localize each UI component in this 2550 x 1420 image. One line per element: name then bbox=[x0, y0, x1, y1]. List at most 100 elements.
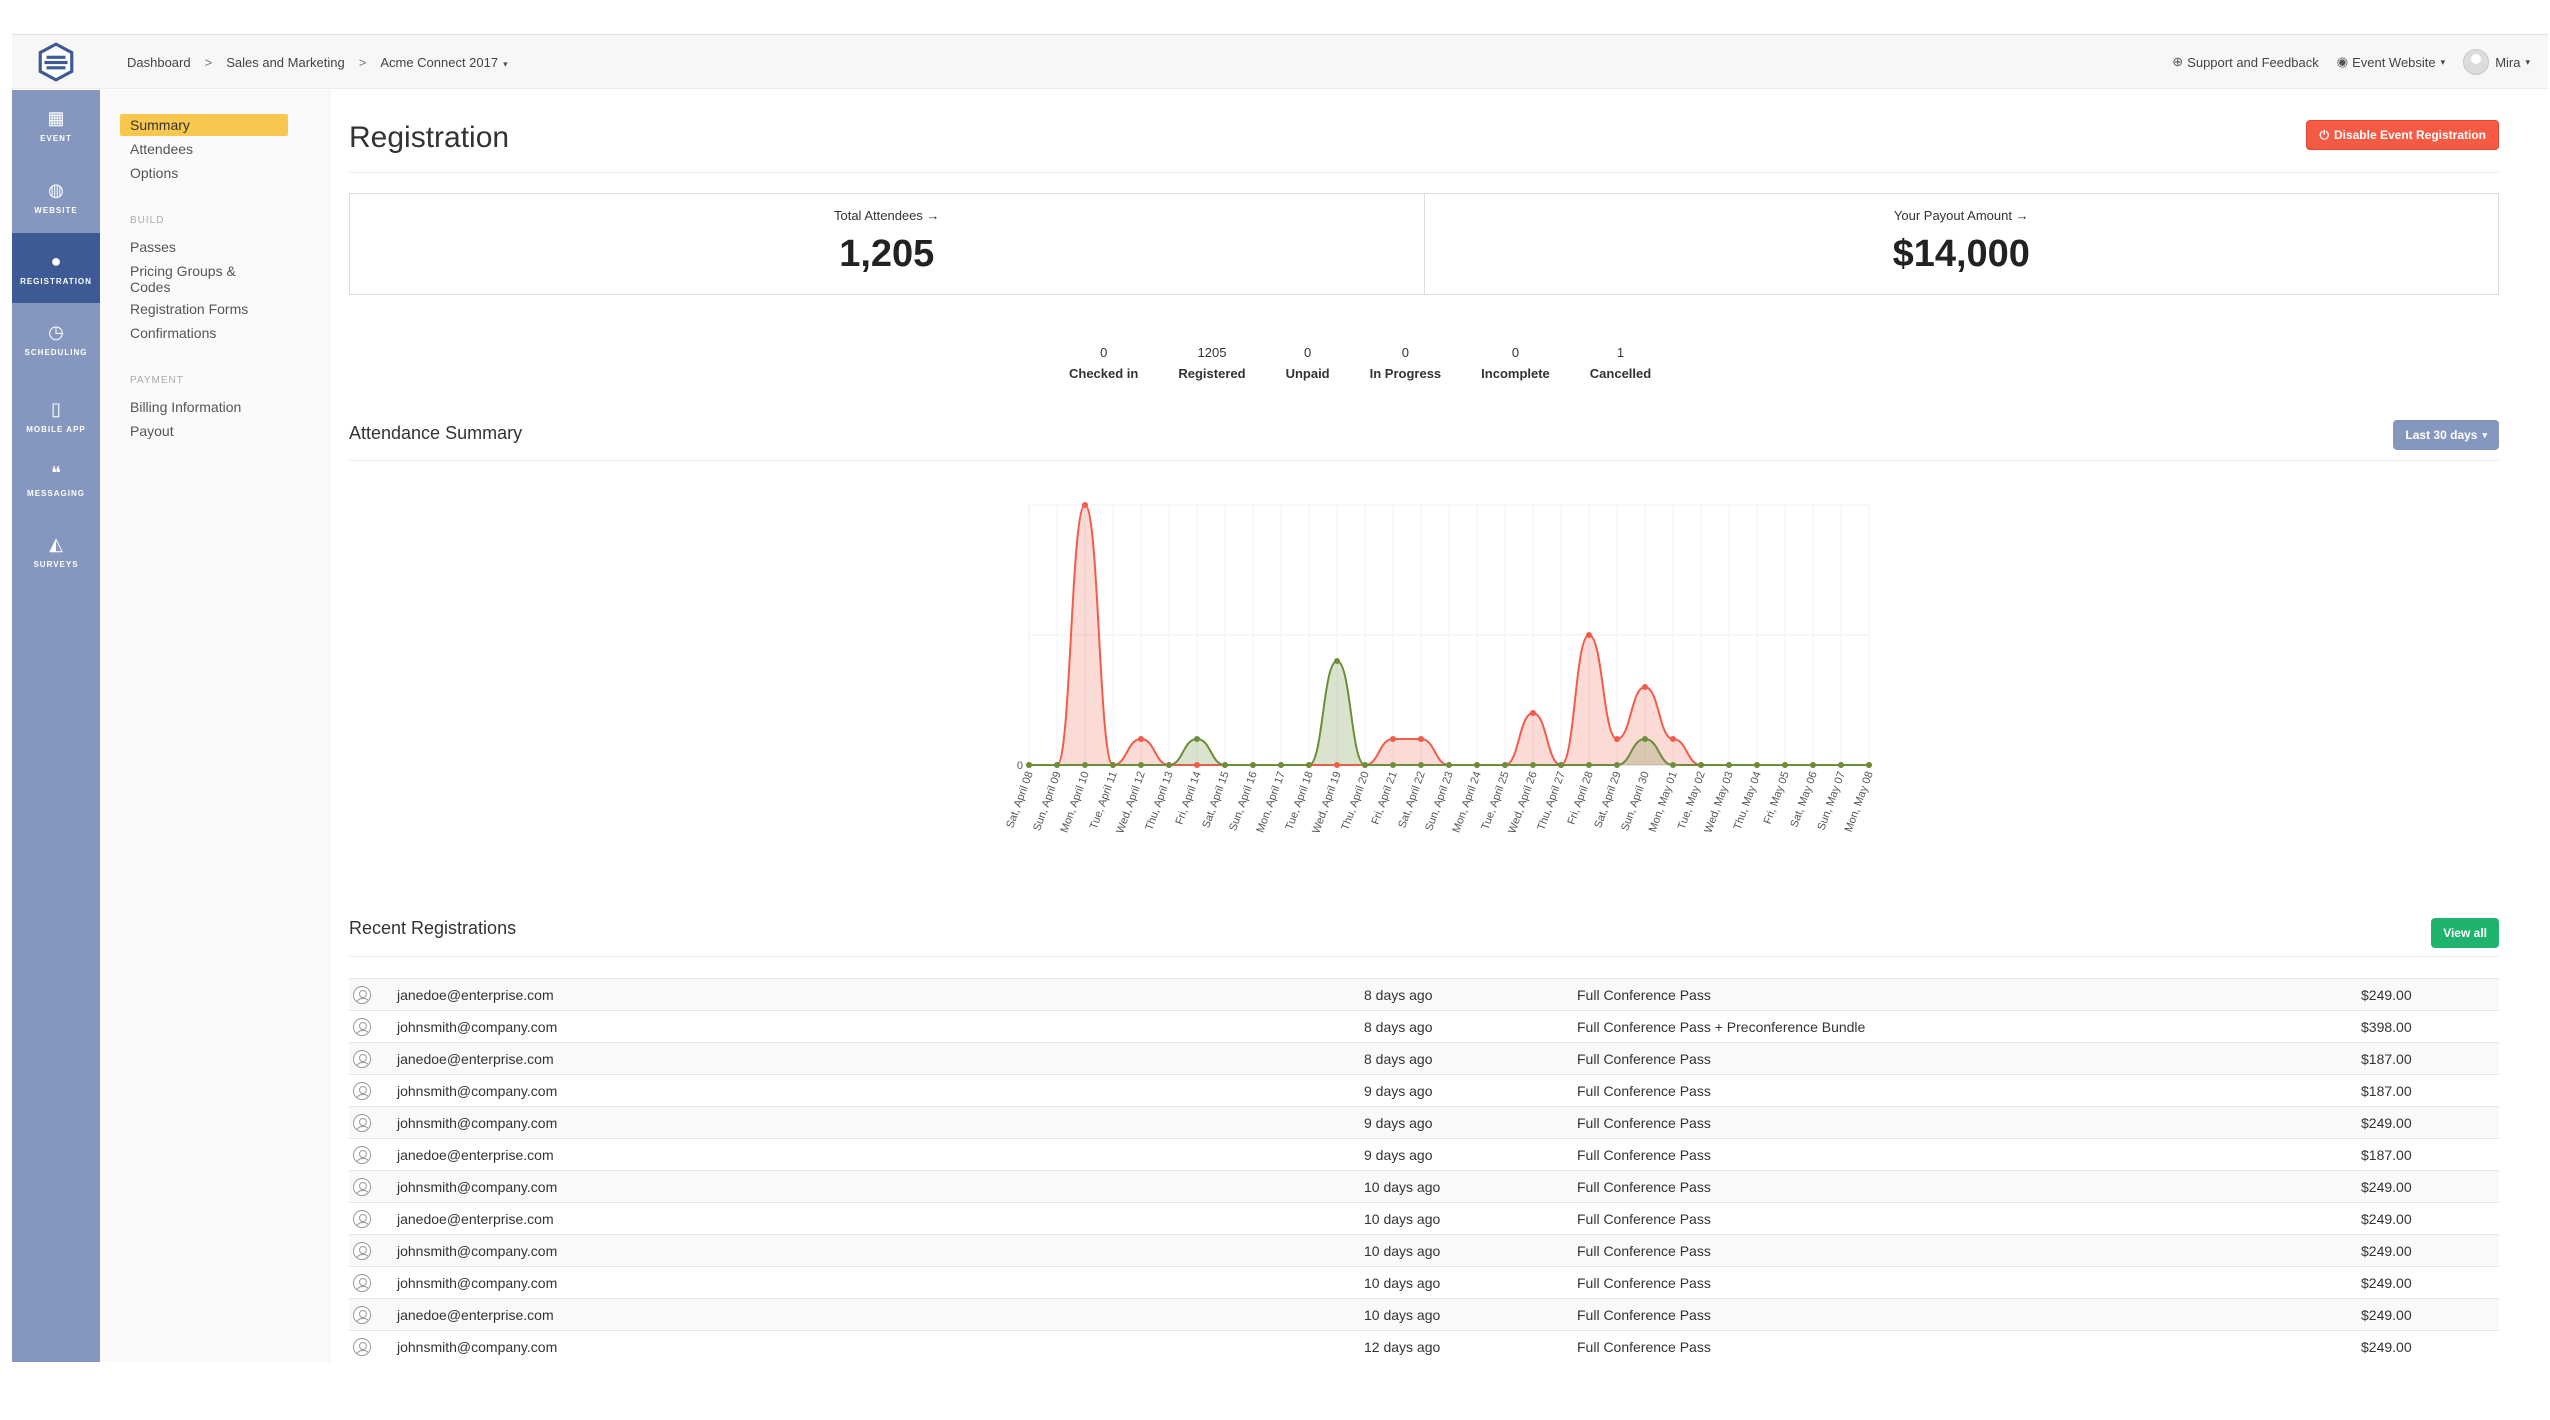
divider bbox=[349, 956, 2499, 957]
amount: $249.00 bbox=[2361, 1243, 2412, 1259]
event-website-dropdown[interactable]: ◉ Event Website ▾ bbox=[2337, 54, 2445, 70]
amount: $249.00 bbox=[2361, 1307, 2412, 1323]
x-tick-label: Fri, April 21 bbox=[1370, 770, 1400, 826]
caret-down-icon: ▾ bbox=[503, 58, 508, 69]
support-feedback-link[interactable]: ⊕ Support and Feedback bbox=[2172, 54, 2318, 70]
rail-item-messaging[interactable]: ❝ MESSAGING bbox=[12, 445, 100, 515]
caret-down-icon: ▾ bbox=[2525, 56, 2530, 67]
breadcrumb-event-dropdown[interactable]: Acme Connect 2017 ▾ bbox=[380, 55, 507, 70]
table-row[interactable]: janedoe@enterprise.com 8 days ago Full Con… bbox=[349, 1042, 2499, 1074]
date-range-dropdown[interactable]: Last 30 days ▾ bbox=[2393, 420, 2499, 450]
total-attendees-stat[interactable]: Total Attendees → 1,205 bbox=[350, 194, 1424, 294]
x-tick-label: Wed, May 03 bbox=[1702, 770, 1735, 835]
data-point bbox=[1530, 762, 1536, 768]
x-tick-label: Wed, April 19 bbox=[1310, 770, 1344, 835]
count-value: 0 bbox=[1303, 345, 1312, 360]
divider bbox=[349, 172, 2499, 173]
main-nav-rail: ▦ EVENT ◍ WEBSITE ● REGISTRATION ◷ SCHED… bbox=[12, 90, 100, 1362]
subnav-attendees[interactable]: Attendees bbox=[130, 141, 194, 157]
pass-name: Full Conference Pass bbox=[1577, 1051, 1711, 1067]
registrant-email[interactable]: janedoe@enterprise.com bbox=[397, 987, 554, 1003]
table-row[interactable]: janedoe@enterprise.com 10 days ago Full Co… bbox=[349, 1298, 2499, 1330]
user-avatar-icon bbox=[353, 1210, 371, 1228]
amount: $187.00 bbox=[2361, 1083, 2412, 1099]
view-all-button[interactable]: View all bbox=[2431, 918, 2499, 948]
user-avatar-icon bbox=[353, 1050, 371, 1068]
subnav-registration-forms[interactable]: Registration Forms bbox=[130, 301, 249, 317]
table-row[interactable]: janedoe@enterprise.com 8 days ago Full Con… bbox=[349, 978, 2499, 1010]
registrant-email[interactable]: johnsmith@company.com bbox=[397, 1243, 558, 1259]
area-chart-icon: ◭ bbox=[49, 533, 63, 554]
registrant-email[interactable]: janedoe@enterprise.com bbox=[397, 1051, 554, 1067]
rail-item-event[interactable]: ▦ EVENT bbox=[12, 90, 100, 160]
breadcrumb-dashboard[interactable]: Dashboard bbox=[127, 54, 191, 70]
payout-amount-stat[interactable]: Your Payout Amount → $14,000 bbox=[1423, 194, 2499, 294]
rail-item-label: WEBSITE bbox=[34, 205, 78, 215]
data-point bbox=[1614, 736, 1620, 742]
pass-name: Full Conference Pass bbox=[1577, 1243, 1711, 1259]
registrant-email[interactable]: janedoe@enterprise.com bbox=[397, 1211, 554, 1227]
registrant-email[interactable]: johnsmith@company.com bbox=[397, 1179, 558, 1195]
table-row[interactable]: johnsmith@company.com 10 days ago Full Con… bbox=[349, 1266, 2499, 1298]
x-tick-label: Tue, April 11 bbox=[1088, 770, 1120, 831]
beehive-logo-icon bbox=[38, 42, 74, 82]
payout-amount-value: $14,000 bbox=[1892, 233, 2030, 275]
x-tick-label: Thu, April 27 bbox=[1535, 770, 1567, 832]
registrant-email[interactable]: johnsmith@company.com bbox=[397, 1339, 558, 1355]
registrant-email[interactable]: janedoe@enterprise.com bbox=[397, 1147, 554, 1163]
breadcrumb: Dashboard > Sales and Marketing > Acme C… bbox=[127, 35, 508, 89]
rail-item-surveys[interactable]: ◭ SURVEYS bbox=[12, 516, 100, 586]
user-avatar-icon bbox=[353, 1274, 371, 1292]
globe-icon: ◉ bbox=[2336, 54, 2349, 69]
registrant-email[interactable]: johnsmith@company.com bbox=[397, 1115, 558, 1131]
x-tick-label: Sat, April 29 bbox=[1592, 770, 1624, 830]
table-row[interactable]: janedoe@enterprise.com 9 days ago Full Con… bbox=[349, 1138, 2499, 1170]
rail-item-mobile-app[interactable]: ▯ MOBILE APP bbox=[12, 381, 100, 451]
subnav-summary[interactable]: Summary bbox=[120, 114, 288, 136]
amount: $249.00 bbox=[2361, 1275, 2412, 1291]
registration-time: 10 days ago bbox=[1364, 1211, 1441, 1227]
table-row[interactable]: johnsmith@company.com 8 days ago Full Conf… bbox=[349, 1010, 2499, 1042]
registrant-email[interactable]: johnsmith@company.com bbox=[397, 1275, 558, 1291]
subnav-billing-information[interactable]: Billing Information bbox=[130, 399, 242, 415]
data-point bbox=[1530, 710, 1536, 716]
subnav-payout[interactable]: Payout bbox=[130, 423, 174, 439]
subnav-pricing-groups[interactable]: Pricing Groups & Codes bbox=[130, 263, 236, 295]
registrant-email[interactable]: johnsmith@company.com bbox=[397, 1019, 558, 1035]
x-tick-label: Fri, April 14 bbox=[1174, 770, 1204, 826]
table-row[interactable]: johnsmith@company.com 10 days ago Full Con… bbox=[349, 1234, 2499, 1266]
recent-registrations-table: janedoe@enterprise.com 8 days ago Full Con… bbox=[349, 978, 2499, 1362]
data-point bbox=[1390, 736, 1396, 742]
rail-item-registration[interactable]: ● REGISTRATION bbox=[12, 233, 100, 303]
x-tick-label: Fri, May 05 bbox=[1762, 770, 1792, 826]
app-logo[interactable] bbox=[12, 35, 100, 89]
data-point bbox=[1586, 632, 1592, 638]
amount: $249.00 bbox=[2361, 1115, 2412, 1131]
table-row[interactable]: janedoe@enterprise.com 10 days ago Full Co… bbox=[349, 1202, 2499, 1234]
total-attendees-value: 1,205 bbox=[839, 233, 935, 275]
registrant-email[interactable]: janedoe@enterprise.com bbox=[397, 1307, 554, 1323]
table-row[interactable]: johnsmith@company.com 10 days ago Full Con… bbox=[349, 1170, 2499, 1202]
registrant-email[interactable]: johnsmith@company.com bbox=[397, 1083, 558, 1099]
data-point bbox=[1194, 762, 1200, 768]
rail-item-website[interactable]: ◍ WEBSITE bbox=[12, 162, 100, 232]
rail-item-scheduling[interactable]: ◷ SCHEDULING bbox=[12, 304, 100, 374]
date-range-label: Last 30 days bbox=[2405, 428, 2478, 442]
lifebuoy-icon: ⊕ bbox=[2172, 54, 2184, 69]
subnav-build-heading: BUILD bbox=[130, 215, 165, 226]
rail-item-label: REGISTRATION bbox=[20, 276, 92, 286]
table-row[interactable]: johnsmith@company.com 12 days ago Full Con… bbox=[349, 1330, 2499, 1362]
table-row[interactable]: johnsmith@company.com 9 days ago Full Conf… bbox=[349, 1074, 2499, 1106]
data-point bbox=[1474, 762, 1480, 768]
registration-time: 9 days ago bbox=[1364, 1115, 1433, 1131]
count-checked-in: 0 Checked in bbox=[1069, 345, 1138, 381]
subnav-passes[interactable]: Passes bbox=[130, 239, 176, 255]
x-tick-label: Mon, April 17 bbox=[1255, 770, 1288, 834]
rail-item-label: MOBILE APP bbox=[26, 424, 86, 434]
user-menu[interactable]: Mira ▾ bbox=[2463, 49, 2530, 75]
table-row[interactable]: johnsmith@company.com 9 days ago Full Conf… bbox=[349, 1106, 2499, 1138]
breadcrumb-sales-and-marketing[interactable]: Sales and Marketing bbox=[226, 54, 345, 70]
disable-registration-button[interactable]: ⏻ Disable Event Registration bbox=[2306, 120, 2499, 150]
subnav-options[interactable]: Options bbox=[130, 165, 179, 181]
subnav-confirmations[interactable]: Confirmations bbox=[130, 325, 217, 341]
